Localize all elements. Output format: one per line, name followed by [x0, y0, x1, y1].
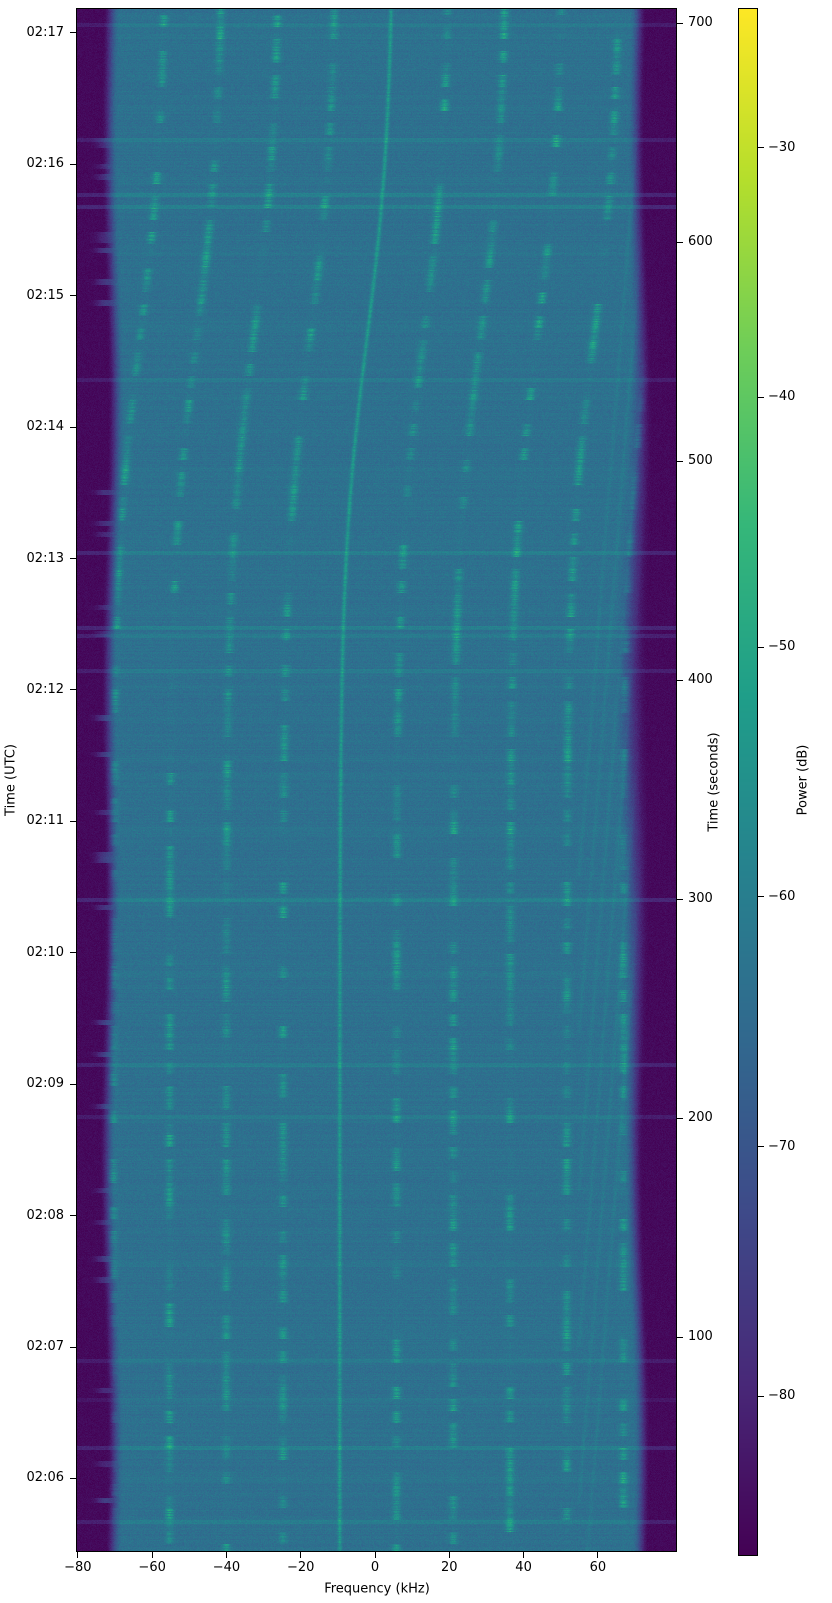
y-left-tick-mark: [70, 952, 76, 954]
x-axis-label-text: Frequency (kHz): [324, 1581, 430, 1597]
y-left-tick-label: 02:11: [26, 813, 64, 829]
y-left-tick-mark: [70, 32, 76, 34]
y-left-tick-label: 02:17: [26, 24, 64, 40]
y-right-tick-mark: [677, 460, 683, 462]
x-tick-mark: [448, 1552, 450, 1558]
colorbar-tick-mark: [758, 896, 764, 898]
y-left-tick-label: 02:06: [26, 1470, 64, 1486]
y-right-tick-mark: [677, 1117, 683, 1119]
y-left-tick-mark: [70, 295, 76, 297]
y-left-tick-mark: [70, 426, 76, 428]
y-left-tick-label: 02:16: [26, 156, 64, 172]
colorbar-gradient: [738, 8, 758, 1556]
colorbar-tick-label: −80: [768, 1388, 796, 1404]
y-left-tick-mark: [70, 1346, 76, 1348]
y-left-tick-mark: [70, 163, 76, 165]
y-left-tick-label: 02:15: [26, 287, 64, 303]
spectrogram-heatmap: [76, 8, 677, 1552]
x-tick-mark: [225, 1552, 227, 1558]
colorbar-tick-mark: [758, 396, 764, 398]
x-tick-label: 20: [441, 1560, 458, 1575]
x-tick-mark: [300, 1552, 302, 1558]
y-left-tick-label: 02:13: [26, 550, 64, 566]
colorbar-label-text: Power (dB): [795, 744, 811, 816]
y-left-tick-label: 02:14: [26, 419, 64, 435]
y-axis-label-left-text: Time (UTC): [3, 744, 19, 816]
y-right-tick-label: 300: [688, 891, 713, 907]
y-right-tick-label: 200: [688, 1110, 713, 1126]
x-tick-label: 0: [370, 1560, 380, 1575]
y-right-tick-mark: [677, 898, 683, 900]
y-left-tick-label: 02:12: [26, 681, 64, 697]
x-tick-mark: [374, 1552, 376, 1558]
x-tick-mark: [77, 1552, 79, 1558]
y-left-tick-label: 02:10: [26, 944, 64, 960]
x-tick-label: −60: [138, 1560, 166, 1575]
colorbar-tick-mark: [758, 646, 764, 648]
x-tick-label: −40: [212, 1560, 241, 1575]
y-right-tick-label: 600: [688, 234, 713, 250]
colorbar-tick-label: −30: [768, 139, 796, 155]
y-left-tick-mark: [70, 558, 76, 560]
x-tick-label: 40: [515, 1560, 532, 1575]
y-left-tick-mark: [70, 689, 76, 691]
colorbar-tick-label: −70: [768, 1138, 796, 1154]
colorbar-tick-mark: [758, 147, 764, 149]
x-tick-label: 60: [589, 1560, 607, 1575]
y-right-tick-mark: [677, 1336, 683, 1338]
x-tick-mark: [597, 1552, 599, 1558]
y-right-tick-mark: [677, 22, 683, 24]
y-left-tick-mark: [70, 1215, 76, 1217]
colorbar-tick-label: −60: [768, 888, 796, 904]
y-left-tick-mark: [70, 820, 76, 822]
y-right-tick-label: 400: [688, 672, 713, 688]
colorbar-tick-mark: [758, 1146, 764, 1148]
x-tick-label: −20: [287, 1560, 315, 1575]
y-right-tick-label: 100: [688, 1329, 713, 1345]
colorbar-tick-label: −50: [768, 639, 796, 655]
y-left-tick-label: 02:08: [26, 1207, 64, 1223]
x-tick-mark: [151, 1552, 153, 1558]
x-tick-label: −80: [64, 1560, 92, 1575]
y-right-tick-mark: [677, 241, 683, 243]
colorbar-tick-mark: [758, 1395, 764, 1397]
y-left-tick-mark: [70, 1083, 76, 1085]
y-right-tick-label: 700: [688, 15, 713, 31]
y-axis-label-right-text: Time (seconds): [706, 732, 722, 832]
y-right-tick-label: 500: [688, 453, 713, 469]
y-left-tick-label: 02:09: [26, 1076, 64, 1092]
y-left-tick-label: 02:07: [26, 1339, 64, 1354]
x-tick-mark: [523, 1552, 525, 1558]
y-left-tick-mark: [70, 1477, 76, 1479]
colorbar-tick-label: −40: [768, 389, 796, 405]
y-right-tick-mark: [677, 679, 683, 681]
